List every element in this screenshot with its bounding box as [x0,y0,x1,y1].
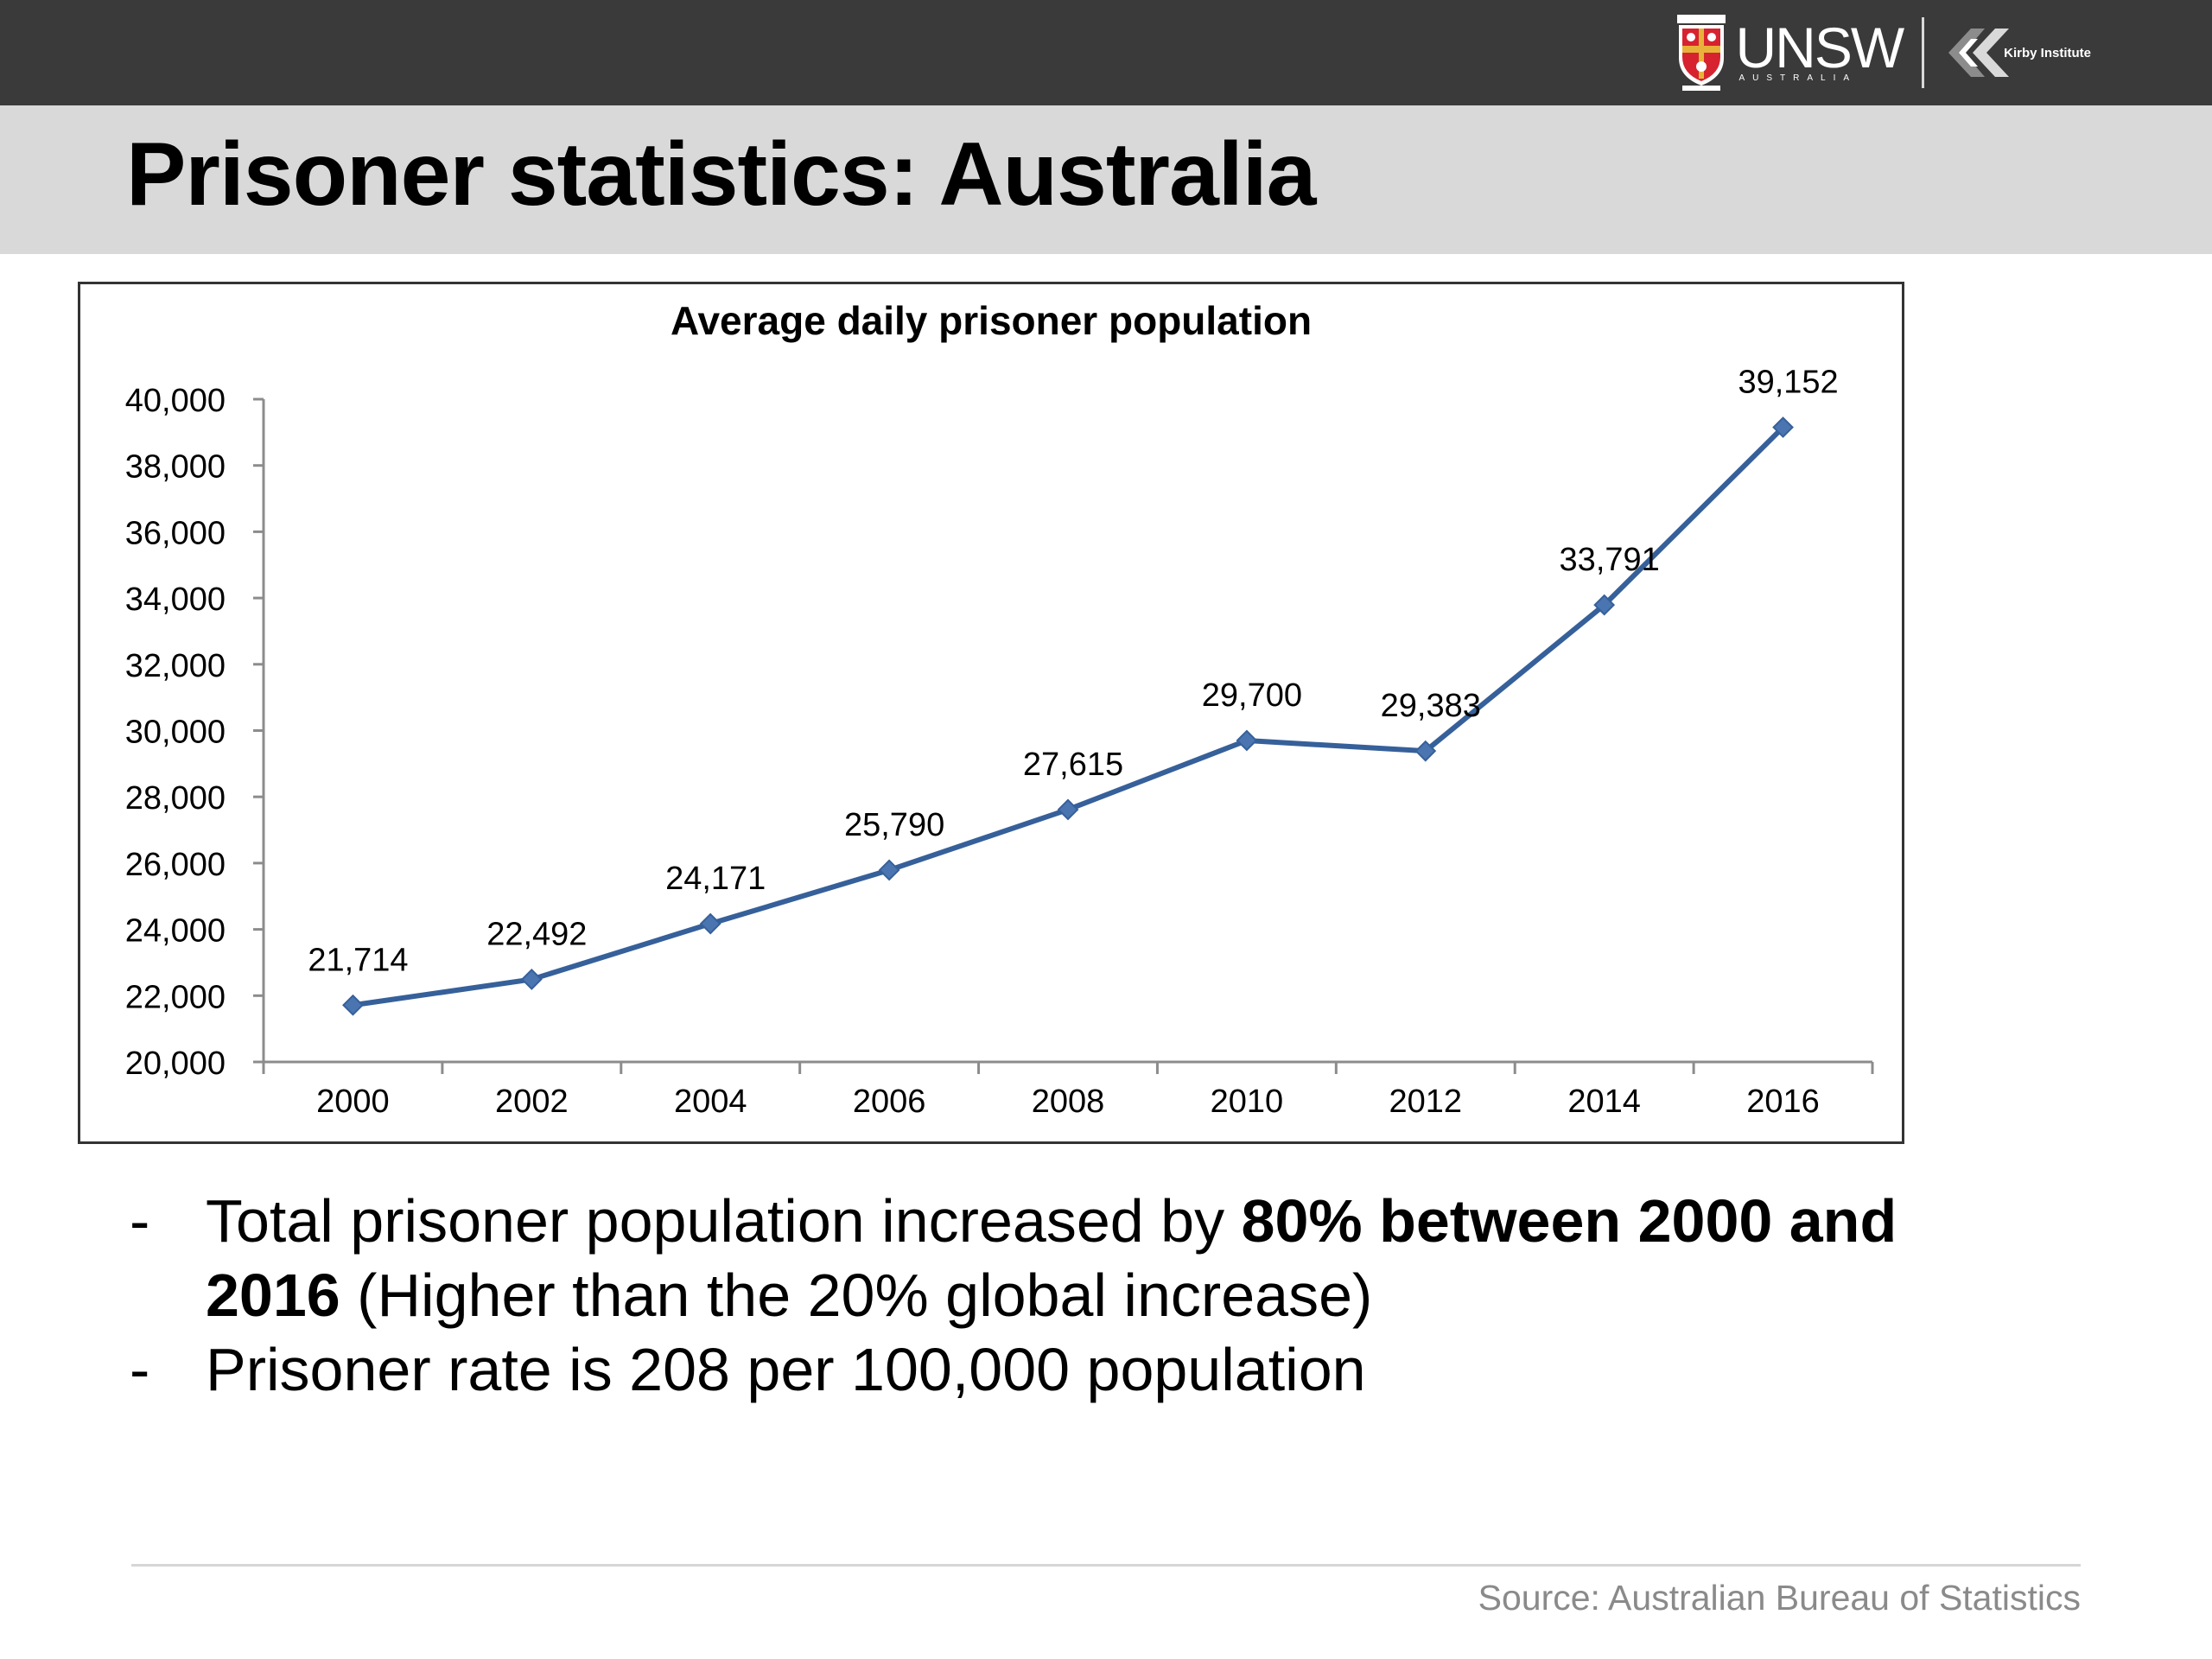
data-label: 24,171 [665,861,766,897]
data-label: 22,492 [486,916,587,952]
y-tick-label: 40,000 [125,383,226,419]
bullet-item: - Prisoner rate is 208 per 100,000 popul… [130,1332,2117,1407]
data-point-marker [878,859,900,881]
data-point-marker [1593,594,1616,616]
bullet-1-emphasis: 80% between 2000 and [1241,1187,1897,1255]
y-tick-label: 36,000 [125,515,226,551]
data-label: 21,714 [308,942,408,978]
top-bar: UNSW AUSTRALIA Kirby Institute [0,0,2212,105]
data-point-marker [520,969,543,990]
x-tick-label: 2008 [1032,1084,1105,1120]
kirby-institute-logo-icon [1948,29,2010,77]
line-chart: Average daily prisoner population 20,000 2… [125,298,1874,1120]
bullet-item: - Total prisoner population increased by… [130,1184,2117,1332]
data-label: 33,791 [1560,542,1660,578]
data-point-marker [1236,729,1258,752]
chart-frame: Average daily prisoner population 20,000 2… [78,282,1904,1144]
x-tick-label: 2012 [1389,1084,1463,1120]
x-tick-label: 2014 [1567,1084,1641,1120]
data-point-marker [1414,740,1437,762]
y-tick-label: 26,000 [125,847,226,883]
unsw-crest-icon [1676,15,1726,91]
data-point-marker [1772,416,1794,438]
data-label: 29,383 [1381,688,1481,724]
data-label: 27,615 [1023,747,1123,783]
data-point-marker [342,994,364,1016]
bullet-dash: - [130,1336,150,1403]
bullet-1-note: (Higher than the 20% global increase) [340,1262,1373,1329]
y-tick-label: 20,000 [125,1046,226,1082]
y-tick-label: 30,000 [125,715,226,751]
chart-title: Average daily prisoner population [671,298,1312,343]
unsw-logo-subtext: AUSTRALIA [1738,73,1858,83]
data-label: 39,152 [1738,365,1838,401]
x-tick-label: 2000 [316,1084,390,1120]
x-tick-label: 2002 [495,1084,569,1120]
data-point-marker [699,912,721,935]
bullet-2-text: Prisoner rate is 208 per 100,000 populat… [206,1336,1366,1403]
title-band [0,105,2212,254]
bullet-1-emphasis-year: 2016 [206,1262,340,1329]
x-tick-label: 2016 [1746,1084,1820,1120]
bullet-list: - Total prisoner population increased by… [130,1184,2117,1407]
kirby-institute-text: Kirby Institute [2004,45,2091,60]
x-tick-label: 2006 [853,1084,926,1120]
y-tick-label: 32,000 [125,648,226,684]
y-tick-label: 34,000 [125,582,226,618]
y-tick-label: 22,000 [125,979,226,1015]
y-tick-label: 24,000 [125,913,226,950]
y-tick-label: 28,000 [125,780,226,817]
page-title: Prisoner statistics: Australia [126,124,1316,225]
bullet-1-text: Total prisoner population increased by [206,1187,1242,1255]
logo-area: UNSW AUSTRALIA Kirby Institute [1675,12,2091,93]
y-tick-label: 38,000 [125,449,226,486]
source-note: Source: Australian Bureau of Statistics [1478,1578,2081,1618]
data-label: 29,700 [1202,677,1302,714]
data-point-marker [1057,798,1079,821]
bullet-dash: - [130,1187,150,1255]
data-label: 25,790 [844,807,944,843]
source-divider [131,1564,2081,1567]
logo-divider [1922,17,1925,88]
x-tick-label: 2010 [1211,1084,1284,1120]
unsw-logo-text: UNSW [1735,16,1905,79]
x-tick-label: 2004 [674,1084,747,1120]
